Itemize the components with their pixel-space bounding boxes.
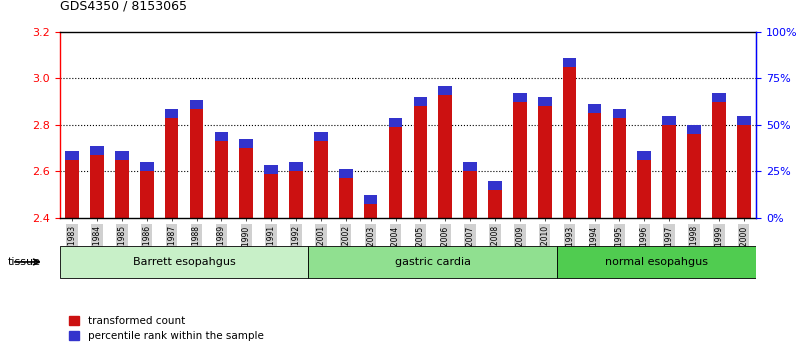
Bar [140,162,154,171]
Bar [638,151,651,160]
Text: tissue: tissue [8,257,41,267]
Bar [364,204,377,218]
Bar [115,160,129,218]
Bar [538,97,552,106]
FancyBboxPatch shape [557,246,756,278]
Bar [364,195,377,204]
Bar [314,132,328,141]
Bar [587,104,601,113]
Bar [712,102,726,218]
Bar [90,146,103,155]
Bar [140,171,154,218]
Bar [115,151,129,160]
Bar [314,141,328,218]
Bar [737,116,751,125]
Bar [264,165,278,173]
Bar [65,160,79,218]
Bar [388,118,402,127]
Bar [638,160,651,218]
Bar [662,116,676,125]
Bar [488,181,501,190]
Bar [737,125,751,218]
Text: Barrett esopahgus: Barrett esopahgus [133,257,236,267]
Bar [488,190,501,218]
Bar [339,178,353,218]
Text: GDS4350 / 8153065: GDS4350 / 8153065 [60,0,187,12]
Bar [215,141,228,218]
Bar [587,113,601,218]
Bar [189,100,203,109]
Bar [414,106,427,218]
Text: gastric cardia: gastric cardia [395,257,470,267]
Bar [687,134,700,218]
Bar [662,125,676,218]
Text: normal esopahgus: normal esopahgus [605,257,708,267]
Bar [165,118,178,218]
Bar [712,93,726,102]
Bar [463,171,477,218]
Bar [414,97,427,106]
Bar [687,125,700,134]
Bar [388,127,402,218]
Bar [165,109,178,118]
FancyBboxPatch shape [308,246,557,278]
Bar [439,86,452,95]
Bar [513,93,527,102]
Bar [289,162,302,171]
FancyBboxPatch shape [60,246,308,278]
Bar [65,151,79,160]
Bar [215,132,228,141]
Bar [240,139,253,148]
Bar [339,170,353,178]
Bar [439,95,452,218]
Bar [463,162,477,171]
Bar [90,155,103,218]
Bar [613,109,626,118]
Legend: transformed count, percentile rank within the sample: transformed count, percentile rank withi… [65,312,268,345]
Bar [189,109,203,218]
Bar [264,173,278,218]
Bar [563,67,576,218]
Bar [538,106,552,218]
Bar [289,171,302,218]
Bar [513,102,527,218]
Bar [563,58,576,67]
Bar [613,118,626,218]
Bar [240,148,253,218]
